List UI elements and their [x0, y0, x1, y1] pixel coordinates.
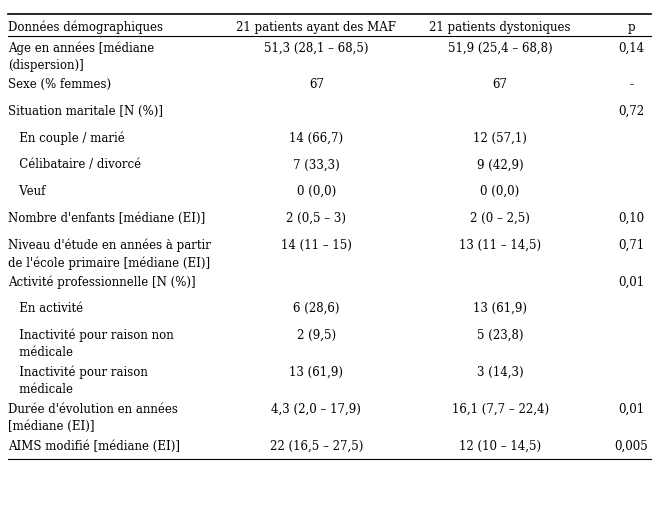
Text: 0,01: 0,01 — [618, 276, 645, 288]
Text: Situation maritale [N (%)]: Situation maritale [N (%)] — [8, 105, 163, 118]
Text: Durée d'évolution en années
[médiane (EI)]: Durée d'évolution en années [médiane (EI… — [8, 402, 178, 433]
Text: 4,3 (2,0 – 17,9): 4,3 (2,0 – 17,9) — [272, 402, 361, 416]
Text: 13 (61,9): 13 (61,9) — [289, 366, 343, 379]
Text: 2 (9,5): 2 (9,5) — [297, 329, 336, 342]
Text: Niveau d'étude en années à partir
de l'école primaire [médiane (EI)]: Niveau d'étude en années à partir de l'é… — [8, 238, 211, 270]
Text: 67: 67 — [309, 78, 324, 91]
Text: 3 (14,3): 3 (14,3) — [477, 366, 523, 379]
Text: 0 (0,0): 0 (0,0) — [480, 185, 520, 198]
Text: Célibataire / divorcé: Célibataire / divorcé — [8, 158, 141, 171]
Text: 13 (61,9): 13 (61,9) — [473, 302, 527, 315]
Text: 5 (23,8): 5 (23,8) — [477, 329, 523, 342]
Text: 0,005: 0,005 — [614, 440, 648, 453]
Text: -: - — [629, 78, 633, 91]
Text: 12 (57,1): 12 (57,1) — [473, 132, 527, 145]
Text: Nombre d'enfants [médiane (EI)]: Nombre d'enfants [médiane (EI)] — [8, 212, 205, 225]
Text: 7 (33,3): 7 (33,3) — [293, 158, 340, 171]
Text: p: p — [627, 21, 635, 34]
Text: En activité: En activité — [8, 302, 83, 315]
Text: AIMS modifié [médiane (EI)]: AIMS modifié [médiane (EI)] — [8, 440, 180, 453]
Text: 0,71: 0,71 — [618, 238, 645, 251]
Text: 51,3 (28,1 – 68,5): 51,3 (28,1 – 68,5) — [264, 41, 368, 54]
Text: 0 (0,0): 0 (0,0) — [297, 185, 336, 198]
Text: Inactivité pour raison
   médicale: Inactivité pour raison médicale — [8, 366, 148, 396]
Text: 21 patients ayant des MAF: 21 patients ayant des MAF — [237, 21, 396, 34]
Text: Inactivité pour raison non
   médicale: Inactivité pour raison non médicale — [8, 329, 174, 359]
Text: 22 (16,5 – 27,5): 22 (16,5 – 27,5) — [270, 440, 363, 453]
Text: 0,01: 0,01 — [618, 402, 645, 416]
Text: 16,1 (7,7 – 22,4): 16,1 (7,7 – 22,4) — [451, 402, 549, 416]
Text: 0,10: 0,10 — [618, 212, 645, 225]
Text: 67: 67 — [493, 78, 507, 91]
Text: 2 (0 – 2,5): 2 (0 – 2,5) — [470, 212, 530, 225]
Text: Données démographiques: Données démographiques — [8, 21, 163, 35]
Text: Sexe (% femmes): Sexe (% femmes) — [8, 78, 111, 91]
Text: Activité professionnelle [N (%)]: Activité professionnelle [N (%)] — [8, 276, 196, 289]
Text: 14 (11 – 15): 14 (11 – 15) — [281, 238, 352, 251]
Text: 0,14: 0,14 — [618, 41, 645, 54]
Text: 9 (42,9): 9 (42,9) — [477, 158, 523, 171]
Text: 13 (11 – 14,5): 13 (11 – 14,5) — [459, 238, 541, 251]
Text: Age en années [médiane
(dispersion)]: Age en années [médiane (dispersion)] — [8, 41, 154, 72]
Text: Veuf: Veuf — [8, 185, 45, 198]
Text: 12 (10 – 14,5): 12 (10 – 14,5) — [459, 440, 541, 453]
Text: 14 (66,7): 14 (66,7) — [289, 132, 343, 145]
Text: 6 (28,6): 6 (28,6) — [293, 302, 339, 315]
Text: 21 patients dystoniques: 21 patients dystoniques — [430, 21, 571, 34]
Text: En couple / marié: En couple / marié — [8, 132, 125, 145]
Text: 2 (0,5 – 3): 2 (0,5 – 3) — [287, 212, 347, 225]
Text: 0,72: 0,72 — [618, 105, 645, 118]
Text: 51,9 (25,4 – 68,8): 51,9 (25,4 – 68,8) — [448, 41, 552, 54]
